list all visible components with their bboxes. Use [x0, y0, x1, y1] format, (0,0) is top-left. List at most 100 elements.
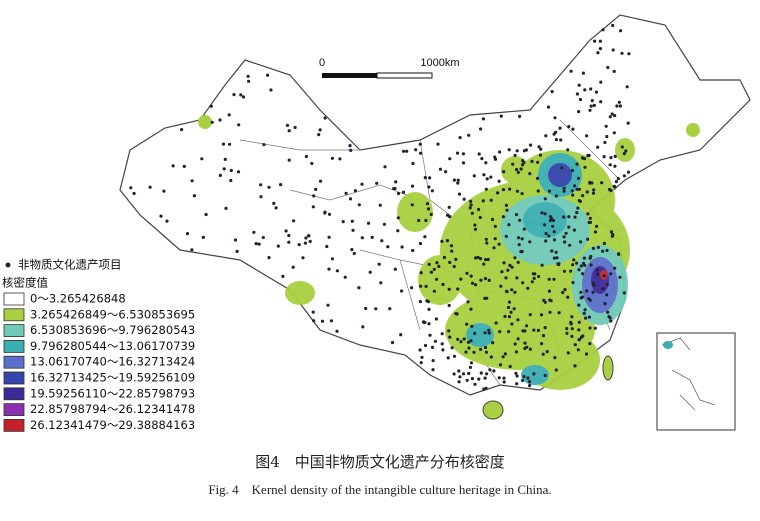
heritage-point	[379, 281, 383, 285]
heritage-point	[528, 347, 533, 351]
heritage-point	[544, 239, 548, 243]
heritage-point	[562, 215, 566, 219]
heritage-point	[563, 240, 567, 244]
heritage-point	[320, 319, 325, 323]
heritage-point	[357, 203, 361, 207]
heritage-point	[401, 190, 406, 194]
heritage-point	[349, 148, 353, 152]
heritage-point	[613, 266, 617, 270]
heritage-point	[561, 290, 565, 295]
heritage-point	[612, 184, 616, 188]
heritage-point	[326, 303, 330, 307]
heritage-point	[425, 202, 430, 206]
heritage-point	[461, 152, 465, 156]
heritage-point	[566, 295, 570, 299]
heritage-point	[617, 100, 621, 104]
heritage-point	[616, 177, 620, 181]
legend-swatch	[3, 418, 25, 432]
heritage-point	[377, 262, 381, 266]
heritage-point	[223, 157, 227, 161]
heritage-point	[571, 281, 575, 285]
heritage-point	[393, 186, 397, 191]
heritage-point	[588, 181, 592, 185]
heritage-point	[611, 48, 615, 52]
heritage-point	[325, 244, 329, 249]
heritage-point	[613, 164, 617, 168]
heritage-point	[262, 143, 266, 147]
heritage-point	[148, 185, 152, 189]
legend-swatch	[3, 403, 25, 417]
heritage-point	[489, 198, 493, 202]
heritage-point	[605, 282, 609, 286]
heritage-point	[444, 170, 448, 174]
heritage-point	[528, 172, 532, 176]
heritage-point	[573, 364, 577, 368]
heritage-point	[540, 342, 544, 346]
heritage-point	[516, 236, 521, 240]
heritage-point	[335, 269, 339, 273]
heritage-point	[494, 321, 498, 325]
heritage-point	[399, 333, 403, 337]
heritage-point	[383, 165, 387, 169]
heritage-point	[470, 281, 475, 285]
heritage-point	[605, 134, 609, 139]
heritage-point	[428, 333, 432, 337]
heritage-point	[276, 244, 280, 248]
heritage-point	[626, 170, 631, 174]
heritage-point	[423, 176, 427, 180]
heritage-point	[498, 150, 502, 154]
heritage-point	[487, 331, 491, 335]
legend-swatch	[3, 371, 25, 385]
heritage-point	[546, 105, 551, 109]
legend-point-symbol	[5, 262, 11, 268]
heritage-point	[429, 270, 433, 274]
heritage-point	[269, 88, 273, 92]
heritage-point	[456, 181, 460, 185]
heritage-point	[159, 214, 163, 218]
heritage-point	[550, 90, 554, 94]
heritage-point	[523, 341, 527, 345]
heritage-point	[487, 328, 491, 332]
heritage-point	[535, 176, 540, 180]
heritage-point	[497, 242, 501, 246]
heritage-point	[516, 318, 520, 322]
heritage-point	[485, 241, 489, 245]
heritage-point	[396, 229, 400, 233]
heritage-point	[594, 90, 599, 94]
heritage-point	[562, 235, 566, 239]
heritage-point	[516, 170, 520, 174]
heritage-point	[575, 162, 579, 166]
heritage-point	[418, 348, 422, 352]
heritage-point	[601, 249, 605, 253]
heritage-point	[472, 350, 476, 354]
heritage-point	[545, 350, 549, 354]
heritage-point	[435, 261, 439, 265]
heritage-point	[233, 238, 238, 242]
heritage-point	[437, 264, 441, 268]
heritage-point	[473, 227, 478, 231]
heritage-point	[586, 237, 590, 241]
heritage-point	[287, 233, 291, 238]
heritage-point	[588, 326, 592, 330]
heritage-point	[426, 300, 430, 304]
heritage-point	[570, 334, 574, 338]
legend-point-label: 非物质文化遗产项目	[18, 258, 122, 272]
heritage-point	[312, 319, 316, 323]
heritage-point	[551, 224, 555, 228]
scale-start: 0	[319, 57, 325, 69]
heritage-point	[521, 281, 525, 285]
heritage-point	[469, 203, 473, 207]
legend-label: 13.06170740～16.32713424	[30, 355, 195, 369]
legend-label: 0～3.265426848	[30, 292, 126, 306]
heritage-point	[589, 87, 593, 91]
heritage-point	[442, 255, 446, 260]
heritage-point	[520, 192, 524, 196]
heritage-point	[552, 256, 557, 260]
legend-swatch	[3, 387, 25, 401]
heritage-point	[462, 197, 466, 201]
caption-zh: 图4 中国非物质文化遗产分布核密度	[255, 453, 505, 471]
heritage-point	[504, 276, 508, 280]
heritage-point	[615, 104, 619, 108]
heritage-point	[192, 194, 196, 198]
heritage-point	[575, 187, 579, 191]
